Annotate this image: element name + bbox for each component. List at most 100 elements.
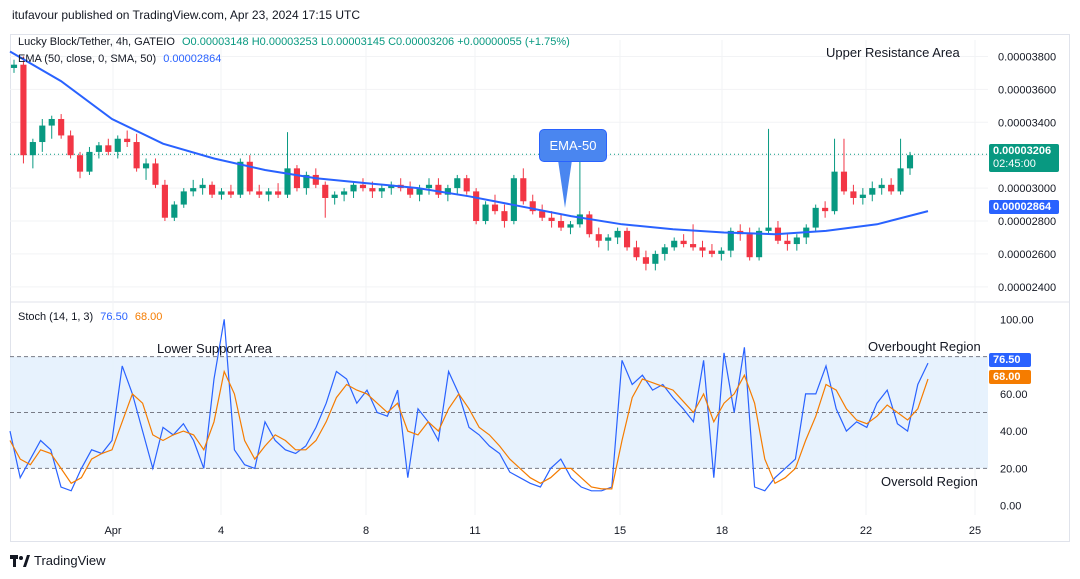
candle-body — [840, 171, 848, 192]
stoch-tick-label: 40.00 — [1000, 426, 1028, 438]
candle-body — [784, 240, 791, 245]
candle-body — [520, 178, 527, 202]
tradingview-brand[interactable]: TradingView — [10, 553, 106, 568]
stoch-tick-label: 60.00 — [1000, 389, 1028, 401]
x-tick-label: 15 — [614, 525, 626, 537]
candle-body — [652, 253, 659, 264]
candle-body — [699, 247, 706, 251]
candle-body — [614, 230, 621, 238]
tradingview-brand-text: TradingView — [34, 553, 106, 568]
stoch-d-tag-value: 68.00 — [993, 371, 1021, 383]
candle-body — [199, 184, 206, 189]
candle-body — [473, 191, 480, 222]
candle-body — [246, 161, 253, 192]
ema-legend: EMA (50, close, 0, SMA, 50) 0.00002864 — [18, 53, 225, 65]
candle-body — [633, 247, 640, 258]
oversold-label: Oversold Region — [881, 474, 978, 489]
price-tick-label: 0.00003000 — [998, 183, 1056, 195]
candle-body — [425, 184, 433, 189]
ema-price-value: 0.00002864 — [993, 201, 1052, 213]
candle-body — [690, 244, 697, 248]
candle-body — [529, 201, 536, 212]
candle-body — [595, 234, 602, 241]
candle-body — [95, 145, 102, 152]
candle-body — [746, 234, 753, 258]
ema-callout-text: EMA-50 — [549, 138, 597, 153]
tradingview-logo-icon — [10, 554, 30, 567]
candle-body — [444, 188, 451, 195]
stoch-k-value: 76.50 — [100, 311, 128, 323]
candle-body — [378, 188, 385, 192]
candle-body — [341, 191, 348, 195]
price-tick-label: 0.00003800 — [998, 51, 1056, 63]
candle-body — [454, 178, 461, 189]
candle-body — [793, 237, 800, 245]
x-tick-label: 25 — [969, 525, 981, 537]
candle-body — [20, 64, 27, 156]
candle-body — [416, 188, 423, 195]
candle-body — [906, 155, 914, 169]
last-price-tag: 0.00003206 02:45:00 — [989, 144, 1059, 172]
ema50-line — [9, 50, 929, 236]
candle-body — [133, 142, 140, 169]
x-tick-label: 8 — [363, 525, 369, 537]
stoch-d-line — [9, 369, 929, 490]
ema-callout: EMA-50 — [539, 129, 607, 162]
candle-body — [557, 221, 565, 228]
x-tick-label: 18 — [716, 525, 728, 537]
candle-body — [491, 204, 499, 212]
candle-body — [859, 194, 866, 198]
candle-body — [58, 118, 65, 136]
candle-body — [350, 184, 357, 192]
price-tick-label: 0.00002600 — [998, 249, 1056, 261]
candle-body — [463, 178, 470, 192]
stoch-label: Stoch (14, 1, 3) — [18, 311, 94, 323]
price-tick-label: 0.00002800 — [998, 216, 1056, 228]
countdown-value: 02:45:00 — [993, 158, 1036, 170]
candle-body — [576, 214, 583, 225]
candle-body — [812, 207, 819, 228]
candle-body — [435, 184, 442, 195]
price-legend: Lucky Block/Tether, 4h, GATEIO O0.000031… — [18, 36, 574, 48]
candle-body — [265, 191, 272, 195]
candle-body — [850, 191, 857, 198]
stoch-d-tag: 68.00 — [989, 370, 1031, 384]
candle-body — [124, 138, 131, 143]
candle-body — [718, 250, 725, 254]
candle-body — [190, 188, 197, 192]
candle-body — [293, 168, 301, 189]
candle-body — [369, 188, 376, 192]
chart-frame — [10, 34, 1070, 542]
candle-body — [878, 184, 885, 189]
candle-body — [142, 163, 150, 169]
candle-body — [105, 145, 112, 152]
candle-body — [114, 138, 121, 152]
candle-body — [76, 155, 84, 172]
stoch-d-value: 68.00 — [134, 311, 163, 323]
candle-body — [275, 191, 282, 195]
candle-body — [10, 64, 18, 68]
candle-body — [756, 230, 763, 258]
candle-body — [765, 227, 772, 231]
overbought-label: Overbought Region — [868, 339, 981, 354]
candle-body — [510, 178, 517, 222]
candle-body — [888, 184, 895, 192]
candle-body — [661, 247, 668, 254]
candle-body — [303, 174, 310, 189]
x-tick-label: 4 — [218, 525, 224, 537]
price-tick-label: 0.00003400 — [998, 117, 1056, 129]
symbol-label: Lucky Block/Tether, 4h, GATEIO — [18, 36, 175, 48]
candle-body — [180, 191, 187, 205]
stoch-tick-label: 0.00 — [1000, 501, 1021, 513]
ema-label: EMA (50, close, 0, SMA, 50) — [18, 53, 157, 65]
candle-body — [208, 184, 216, 195]
lower-support-label: Lower Support Area — [157, 341, 272, 356]
candle-body — [218, 191, 225, 195]
publisher-line: itufavour published on TradingView.com, … — [12, 8, 360, 22]
ema-value: 0.00002864 — [163, 53, 222, 65]
candle-body — [48, 118, 55, 126]
candle-body — [161, 184, 168, 218]
candle-body — [586, 214, 593, 235]
candle-body — [642, 257, 649, 264]
